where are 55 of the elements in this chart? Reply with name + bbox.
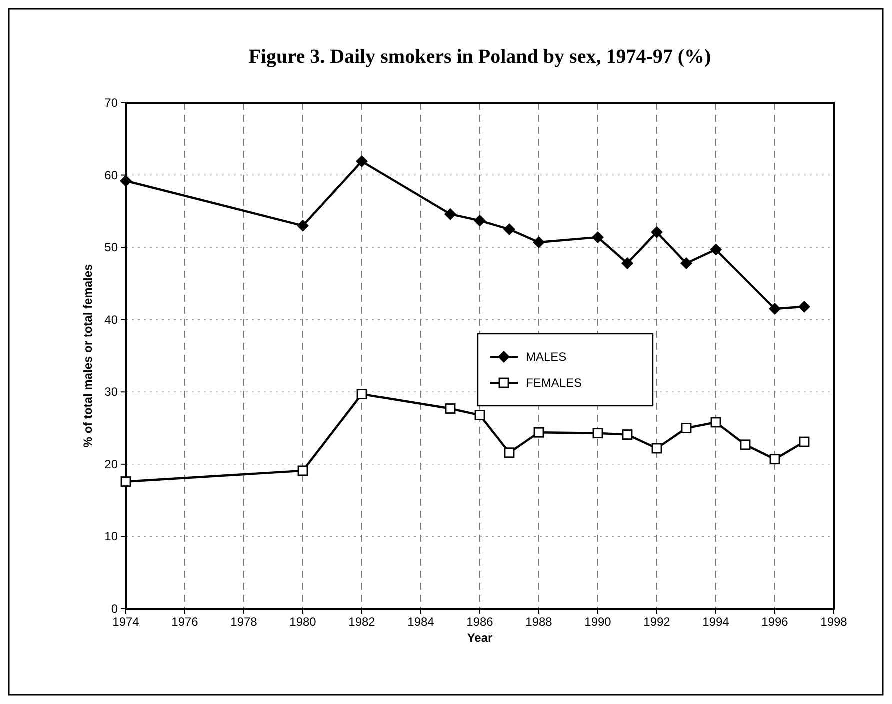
y-tick-label: 30 xyxy=(104,385,118,400)
y-tick-label: 0 xyxy=(111,602,118,616)
point xyxy=(445,404,456,414)
x-tick-label: 1980 xyxy=(290,615,317,629)
x-tick-label: 1984 xyxy=(408,615,435,629)
chart-title: Figure 3. Daily smokers in Poland by sex, 1974-97 (%) xyxy=(248,46,712,68)
x-axis-title: Year xyxy=(467,631,494,645)
x-tick-label: 1986 xyxy=(466,615,494,629)
point xyxy=(356,156,368,168)
point xyxy=(504,448,515,458)
point xyxy=(120,476,132,487)
point xyxy=(740,440,751,450)
point xyxy=(444,208,456,220)
point xyxy=(534,427,544,438)
x-tick-label: 1988 xyxy=(526,615,553,629)
point xyxy=(681,423,692,434)
y-tick-label: 50 xyxy=(104,240,118,255)
x-tick-label: 1976 xyxy=(172,615,199,629)
point xyxy=(474,410,486,420)
x-tick-label: 1990 xyxy=(584,615,612,629)
point xyxy=(298,466,308,476)
x-tick-label: 1992 xyxy=(644,615,671,629)
point xyxy=(592,428,604,439)
y-tick-label: 20 xyxy=(104,457,118,472)
point xyxy=(798,300,810,313)
point xyxy=(474,214,486,227)
point xyxy=(680,257,692,270)
x-tick-label: 1982 xyxy=(348,615,376,629)
x-tick-label: 1994 xyxy=(702,615,730,629)
x-tick-label: 1974 xyxy=(112,615,140,629)
x-tick-label: 1996 xyxy=(762,615,789,629)
point xyxy=(799,436,810,448)
y-tick-label: 60 xyxy=(104,168,118,182)
y-tick-label: 40 xyxy=(104,312,118,327)
legend-label: FEMALES xyxy=(526,376,582,390)
y-axis-title: % of total males or total females xyxy=(81,264,95,448)
y-tick-label: 10 xyxy=(104,530,118,544)
point xyxy=(622,257,634,270)
x-tick-label: 1998 xyxy=(820,615,848,629)
point xyxy=(710,244,722,256)
point xyxy=(652,443,662,454)
point xyxy=(504,224,516,236)
legend-label: MALES xyxy=(526,350,567,364)
point xyxy=(356,389,368,400)
y-tick-label: 70 xyxy=(104,96,118,110)
point xyxy=(651,226,663,238)
point xyxy=(622,430,633,440)
point xyxy=(769,303,781,316)
x-tick-label: 1978 xyxy=(230,615,258,629)
point xyxy=(710,417,722,428)
point xyxy=(297,220,309,232)
point xyxy=(592,231,604,244)
point xyxy=(533,236,545,249)
point xyxy=(770,454,780,465)
point xyxy=(120,175,132,188)
